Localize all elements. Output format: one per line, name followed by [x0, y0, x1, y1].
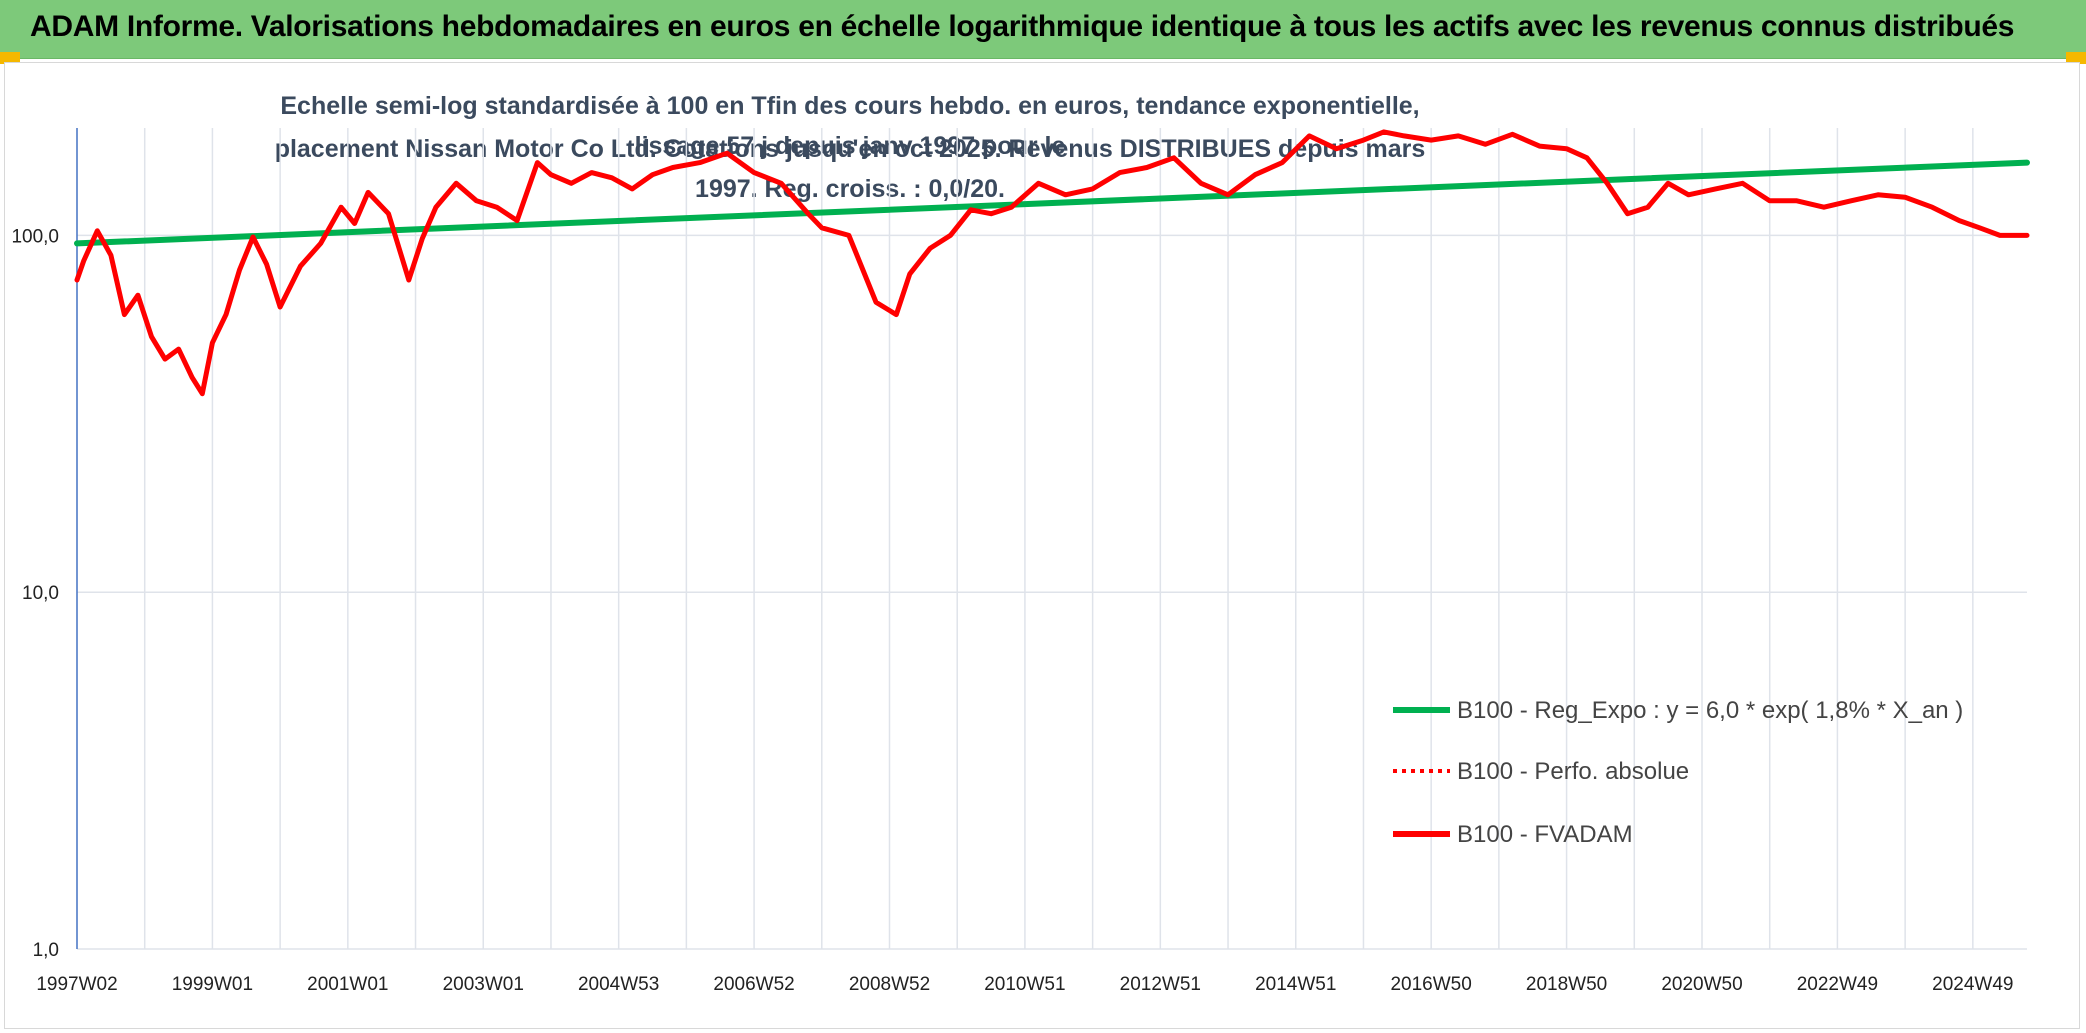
x-tick-label: 2020W50	[1661, 974, 1742, 995]
legend: B100 - Reg_Expo : y = 6,0 * exp( 1,8% * …	[1393, 697, 1963, 848]
series-line-2	[74, 129, 2030, 397]
x-tick-label: 2024W49	[1932, 974, 2013, 995]
page-title: ADAM Informe. Valorisations hebdomadaire…	[30, 10, 2015, 43]
legend-label: B100 - FVADAM	[1457, 821, 1633, 848]
x-tick-label: 1999W01	[172, 974, 253, 995]
x-tick-label: 2006W52	[713, 974, 794, 995]
x-tick-label: 2018W50	[1526, 974, 1607, 995]
x-tick-label: 2001W01	[307, 974, 388, 995]
legend-label: B100 - Reg_Expo : y = 6,0 * exp( 1,8% * …	[1457, 697, 1963, 724]
x-tick-label: 2016W50	[1390, 974, 1471, 995]
chart-frame	[4, 62, 2080, 1029]
y-tick-label: 10,0	[22, 583, 59, 604]
x-tick-label: 2014W51	[1255, 974, 1336, 995]
x-tick-label: 2004W53	[578, 974, 659, 995]
header-banner: ADAM Informe. Valorisations hebdomadaire…	[0, 0, 2086, 59]
legend-label: B100 - Perfo. absolue	[1457, 758, 1689, 785]
x-tick-label: 2003W01	[443, 974, 524, 995]
x-tick-label: 2008W52	[849, 974, 930, 995]
corner-marker-top-right	[2066, 52, 2086, 64]
corner-marker-top-left	[0, 52, 20, 64]
y-tick-labels: 1,0 10,0 100,0	[11, 226, 59, 961]
x-tick-label: 2010W51	[984, 974, 1065, 995]
chart-title-line2: placement Nissan Motor Co Ltd. Cotations…	[274, 135, 1426, 203]
x-tick-label: 2012W51	[1120, 974, 1201, 995]
chart-title-line1: Echelle semi-log standardisée à 100 en T…	[280, 92, 1420, 160]
y-tick-label: 100,0	[11, 226, 59, 247]
series-line-0	[74, 159, 2030, 247]
grid-lines	[77, 128, 2027, 950]
x-tick-label: 1997W02	[36, 974, 117, 995]
y-tick-label: 1,0	[33, 940, 59, 961]
x-tick-label: 2022W49	[1797, 974, 1878, 995]
x-tick-labels: 1997W02 1999W01 2001W01 2003W01 2004W53 2006W…	[36, 974, 2013, 995]
series-lines	[74, 129, 2030, 397]
